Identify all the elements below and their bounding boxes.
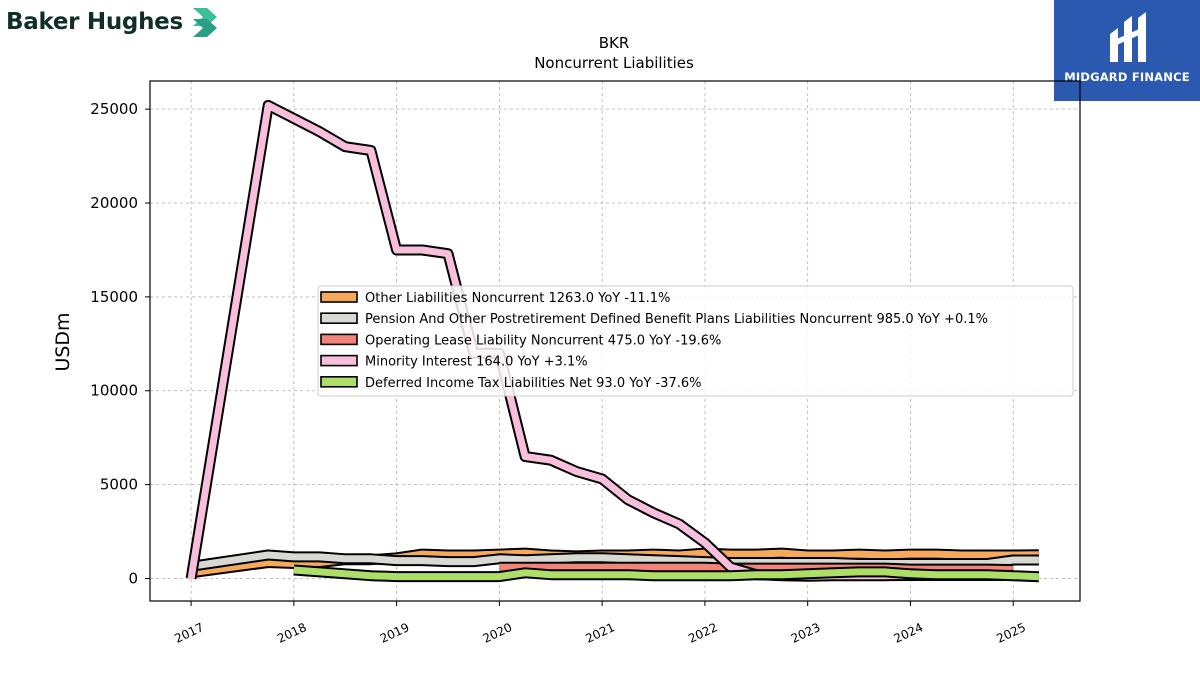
x-tick-label: 2024	[892, 620, 926, 646]
x-tick-label: 2023	[789, 620, 823, 646]
y-tick-label: 15000	[90, 288, 138, 306]
legend: Other Liabilities Noncurrent 1263.0 YoY …	[317, 285, 1074, 397]
y-tick-label: 10000	[90, 382, 138, 400]
y-tick-label: 25000	[90, 100, 138, 118]
legend-entry-2: Operating Lease Liability Noncurrent 475…	[365, 333, 721, 348]
x-tick-label: 2025	[994, 620, 1028, 646]
y-tick-label: 20000	[90, 194, 138, 212]
x-tick-label: 2017	[172, 620, 206, 646]
baker-hughes-chevron-icon	[192, 8, 217, 37]
x-tick-label: 2018	[275, 620, 309, 646]
legend-box	[317, 285, 1074, 397]
legend-swatch-0	[320, 291, 358, 303]
legend-swatch-4	[320, 375, 358, 388]
baker-hughes-logo: Baker Hughes	[6, 4, 219, 40]
baker-hughes-logo-text: Baker Hughes	[6, 9, 183, 35]
midgard-finance-logo-text: MIDGARD FINANCE	[1064, 70, 1190, 84]
legend-entry-0: Other Liabilities Noncurrent 1263.0 YoY …	[365, 291, 670, 306]
chart-title: BKR	[599, 34, 630, 52]
legend-entry-4: Deferred Income Tax Liabilities Net 93.0…	[365, 376, 701, 391]
series-layer	[185, 99, 1040, 583]
midgard-monogram-icon	[1110, 12, 1146, 62]
y-axis-label: USDm	[52, 312, 74, 371]
x-tick-label: 2019	[378, 620, 412, 646]
midgard-finance-logo: MIDGARD FINANCE	[1054, 0, 1200, 101]
chart-subtitle: Noncurrent Liabilities	[534, 54, 694, 72]
legend-entry-1: Pension And Other Postretirement Defined…	[365, 312, 988, 327]
legend-swatch-2	[320, 333, 358, 346]
legend-swatch-1	[320, 312, 358, 325]
legend-swatch-3	[320, 354, 358, 367]
plot-frame	[149, 80, 1081, 602]
x-tick-label: 2020	[481, 620, 515, 646]
series-line-4	[293, 566, 1040, 581]
y-tick-label: 0	[128, 569, 138, 587]
y-tick-label: 5000	[100, 476, 138, 494]
x-tick-label: 2021	[583, 620, 617, 646]
legend-entry-3: Minority Interest 164.0 YoY +3.1%	[365, 355, 588, 370]
x-tick-label: 2022	[686, 620, 720, 646]
